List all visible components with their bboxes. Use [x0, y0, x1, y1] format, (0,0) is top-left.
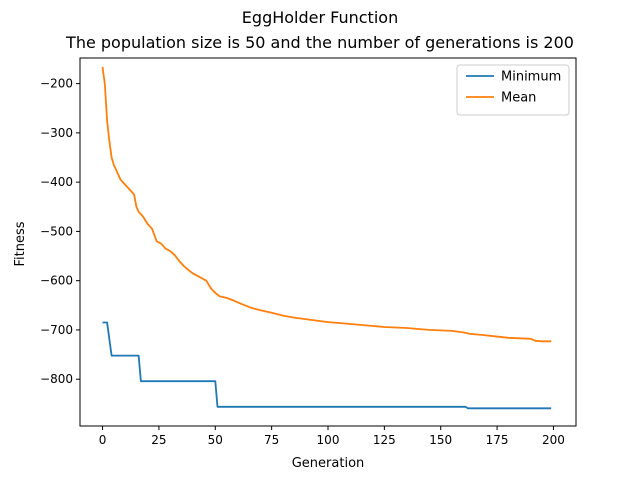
- legend: Minimum Mean: [456, 64, 570, 116]
- series-line-minimum: [102, 321, 552, 410]
- y-axis-ticks: −200 −300 −400 −500 −600 −700 −800: [40, 77, 80, 386]
- y-tick-label: −800: [40, 372, 73, 386]
- x-tick-label: 25: [151, 433, 166, 447]
- x-tick-label: 175: [486, 433, 509, 447]
- x-tick-label: 100: [317, 433, 340, 447]
- y-tick-label: −200: [40, 77, 73, 91]
- x-tick-label: 50: [208, 433, 223, 447]
- chart-subtitle: The population size is 50 and the number…: [66, 33, 574, 52]
- x-tick-label: 125: [373, 433, 396, 447]
- series-line-mean: [101, 66, 552, 343]
- x-tick-label: 200: [542, 433, 565, 447]
- y-axis-label: Fitness: [13, 221, 28, 266]
- x-tick-label: 150: [429, 433, 452, 447]
- y-tick-label: −500: [40, 224, 73, 238]
- plot-lines: [101, 66, 552, 410]
- chart-title: EggHolder Function: [241, 8, 399, 27]
- legend-box: [456, 64, 570, 116]
- legend-label-minimum: Minimum: [501, 70, 561, 85]
- y-tick-label: −700: [40, 323, 73, 337]
- x-tick-label: 75: [264, 433, 279, 447]
- x-tick-label: 0: [99, 433, 107, 447]
- x-axis-label: Generation: [292, 456, 365, 471]
- y-tick-label: −600: [40, 274, 73, 288]
- x-axis-ticks: 0 25 50 75 100 125 150 175 200: [99, 426, 565, 447]
- legend-label-mean: Mean: [501, 91, 536, 106]
- y-tick-label: −300: [40, 126, 73, 140]
- y-tick-label: −400: [40, 175, 73, 189]
